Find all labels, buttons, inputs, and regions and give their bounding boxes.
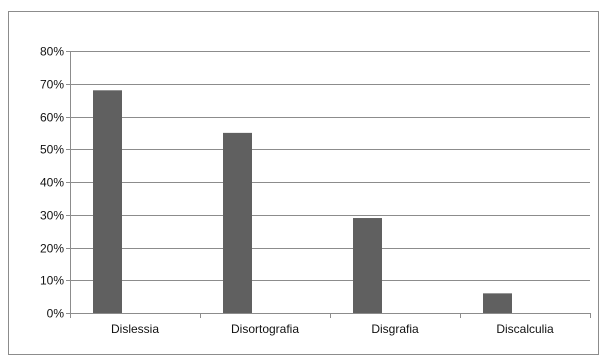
x-tick-labels: Dislessia Disortografia Disgrafia Discalcul… xyxy=(111,322,554,336)
bar-disortografia xyxy=(223,132,252,313)
y-tick-label: 60% xyxy=(40,111,64,125)
y-tick-label: 50% xyxy=(40,143,64,157)
x-tick-label: Disortografia xyxy=(231,322,299,336)
bar-disgrafia xyxy=(353,218,382,313)
x-tick-label: Dislessia xyxy=(111,322,159,336)
bars xyxy=(93,90,512,313)
bar-discalculia xyxy=(483,293,512,313)
y-tick-label: 0% xyxy=(47,307,65,321)
axes xyxy=(70,51,591,318)
y-tick-labels: 0% 10% 20% 30% 40% 50% 60% 70% 80% xyxy=(40,45,64,321)
y-tick-label: 10% xyxy=(40,274,64,288)
y-tick-label: 20% xyxy=(40,242,64,256)
y-tick-label: 70% xyxy=(40,78,64,92)
x-tick-label: Disgrafia xyxy=(371,322,419,336)
y-tick-label: 30% xyxy=(40,209,64,223)
x-tick-label: Discalculia xyxy=(496,322,554,336)
y-tick-label: 80% xyxy=(40,45,64,59)
y-tick-label: 40% xyxy=(40,176,64,190)
bar-dislessia xyxy=(93,90,122,313)
gridlines xyxy=(66,51,590,314)
